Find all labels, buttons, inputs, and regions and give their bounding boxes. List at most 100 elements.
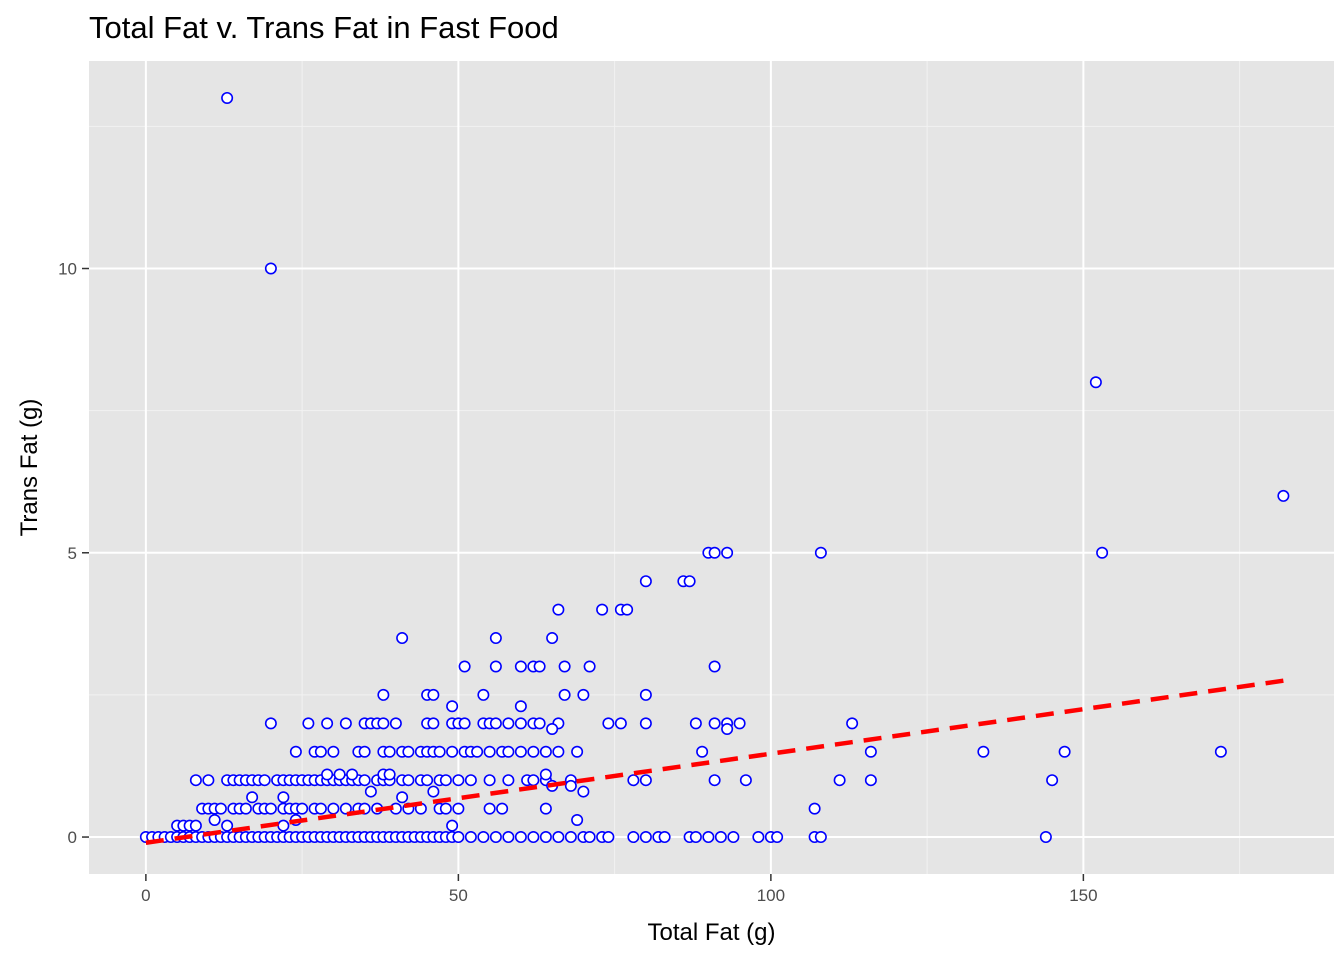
scatter-point bbox=[596, 603, 609, 616]
scatter-point bbox=[502, 774, 515, 787]
scatter-point bbox=[483, 745, 496, 758]
scatter-point bbox=[458, 717, 471, 730]
scatter-point bbox=[833, 774, 846, 787]
scatter-point bbox=[264, 262, 277, 275]
scatter-point bbox=[239, 802, 252, 815]
scatter-point bbox=[439, 802, 452, 815]
scatter-point bbox=[277, 791, 290, 804]
scatter-point bbox=[427, 717, 440, 730]
scatter-point bbox=[814, 546, 827, 559]
scatter-point bbox=[452, 802, 465, 815]
scatter-point bbox=[277, 819, 290, 832]
x-tick-label: 0 bbox=[141, 886, 150, 905]
scatter-point bbox=[708, 774, 721, 787]
x-tick-label: 50 bbox=[449, 886, 468, 905]
scatter-point bbox=[396, 632, 409, 645]
y-tick-label: 10 bbox=[58, 260, 77, 279]
scatter-point bbox=[527, 745, 540, 758]
scatter-point bbox=[402, 774, 415, 787]
scatter-point bbox=[621, 603, 634, 616]
scatter-point bbox=[446, 700, 459, 713]
scatter-point bbox=[558, 660, 571, 673]
scatter-point bbox=[864, 774, 877, 787]
scatter-point bbox=[846, 717, 859, 730]
scatter-point bbox=[658, 831, 671, 844]
scatter-point bbox=[452, 774, 465, 787]
plot-panel bbox=[89, 61, 1334, 874]
scatter-point bbox=[189, 774, 202, 787]
y-tick-label: 5 bbox=[68, 544, 77, 563]
scatter-point bbox=[1096, 546, 1109, 559]
scatter-point bbox=[489, 660, 502, 673]
scatter-point bbox=[208, 813, 221, 826]
scatter-point bbox=[383, 768, 396, 781]
scatter-point bbox=[564, 779, 577, 792]
scatter-point bbox=[383, 745, 396, 758]
scatter-point bbox=[864, 745, 877, 758]
scatter-point bbox=[627, 774, 640, 787]
scatter-point bbox=[327, 802, 340, 815]
scatter-point bbox=[752, 831, 765, 844]
minor-gridlines bbox=[89, 61, 1334, 874]
x-tick-label: 100 bbox=[757, 886, 785, 905]
scatter-point bbox=[1214, 745, 1227, 758]
scatter-point bbox=[627, 831, 640, 844]
scatter-point bbox=[639, 717, 652, 730]
scatter-point bbox=[514, 660, 527, 673]
scatter-point bbox=[221, 819, 234, 832]
scatter-point bbox=[246, 791, 259, 804]
scatter-point bbox=[552, 831, 565, 844]
scatter-point bbox=[739, 774, 752, 787]
chart-title: Total Fat v. Trans Fat in Fast Food bbox=[89, 10, 559, 45]
scatter-point bbox=[689, 717, 702, 730]
scatter-point bbox=[1089, 376, 1102, 389]
scatter-point bbox=[489, 717, 502, 730]
trend-line bbox=[145, 678, 1284, 845]
scatter-point bbox=[427, 688, 440, 701]
scatter-point bbox=[427, 785, 440, 798]
scatter-point bbox=[496, 802, 509, 815]
scatter-point bbox=[1277, 489, 1290, 502]
scatter-point bbox=[558, 688, 571, 701]
scatter-point bbox=[402, 745, 415, 758]
scatter-point bbox=[546, 632, 559, 645]
scatter-point bbox=[708, 546, 721, 559]
scatter-point bbox=[602, 717, 615, 730]
scatter-point bbox=[221, 91, 234, 104]
scatter-point bbox=[702, 831, 715, 844]
scatter-point bbox=[714, 831, 727, 844]
x-axis-title: Total Fat (g) bbox=[647, 919, 775, 946]
scatter-point bbox=[321, 768, 334, 781]
scatter-point bbox=[583, 660, 596, 673]
scatter-point bbox=[327, 745, 340, 758]
scatter-point bbox=[527, 831, 540, 844]
scatter-point bbox=[533, 660, 546, 673]
scatter-point bbox=[421, 774, 434, 787]
scatter-point bbox=[708, 660, 721, 673]
scatter-point bbox=[364, 785, 377, 798]
data-points bbox=[139, 91, 1290, 844]
scatter-point bbox=[264, 802, 277, 815]
scatter-point bbox=[302, 717, 315, 730]
scatter-point bbox=[539, 831, 552, 844]
scatter-point bbox=[452, 831, 465, 844]
scatter-point bbox=[614, 717, 627, 730]
scatter-point bbox=[721, 723, 734, 736]
scatter-point bbox=[552, 603, 565, 616]
scatter-point bbox=[321, 717, 334, 730]
scatter-point bbox=[533, 717, 546, 730]
y-axis-title: Trans Fat (g) bbox=[16, 399, 43, 537]
scatter-point bbox=[458, 660, 471, 673]
scatter-point bbox=[333, 768, 346, 781]
scatter-point bbox=[502, 745, 515, 758]
scatter-point bbox=[639, 774, 652, 787]
scatter-point bbox=[727, 831, 740, 844]
scatter-point bbox=[683, 575, 696, 588]
scatter-point bbox=[708, 717, 721, 730]
major-gridlines bbox=[89, 61, 1334, 874]
scatter-point bbox=[214, 802, 227, 815]
y-tick-label: 0 bbox=[68, 828, 77, 847]
scatter-point bbox=[433, 745, 446, 758]
scatter-point bbox=[577, 785, 590, 798]
